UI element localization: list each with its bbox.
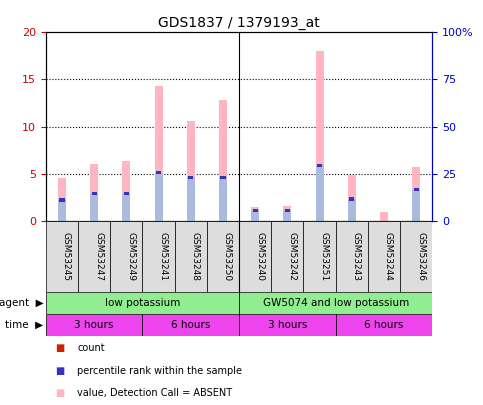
Bar bbox=[349, 197, 355, 201]
Bar bbox=[412, 167, 420, 221]
Text: GSM53247: GSM53247 bbox=[94, 232, 103, 281]
Text: GSM53244: GSM53244 bbox=[384, 232, 393, 281]
Text: GSM53248: GSM53248 bbox=[191, 232, 200, 281]
Text: GSM53245: GSM53245 bbox=[62, 232, 71, 281]
Text: GW5074 and low potassium: GW5074 and low potassium bbox=[263, 298, 409, 308]
Bar bbox=[46, 292, 239, 314]
Bar bbox=[284, 210, 291, 221]
Bar bbox=[219, 177, 227, 221]
Bar bbox=[46, 221, 78, 292]
Text: 6 hours: 6 hours bbox=[171, 320, 211, 330]
Bar bbox=[368, 221, 400, 292]
Bar bbox=[239, 221, 271, 292]
Bar bbox=[239, 292, 432, 314]
Text: count: count bbox=[77, 343, 105, 353]
Bar bbox=[336, 221, 368, 292]
Bar bbox=[285, 209, 290, 212]
Bar bbox=[142, 314, 239, 336]
Text: percentile rank within the sample: percentile rank within the sample bbox=[77, 366, 242, 375]
Bar bbox=[92, 192, 97, 195]
Bar bbox=[58, 200, 66, 221]
Bar bbox=[155, 86, 163, 221]
Text: 6 hours: 6 hours bbox=[364, 320, 404, 330]
Text: low potassium: low potassium bbox=[105, 298, 180, 308]
Bar bbox=[219, 100, 227, 221]
Bar bbox=[315, 165, 324, 221]
Text: time  ▶: time ▶ bbox=[5, 320, 43, 330]
Bar bbox=[188, 176, 193, 179]
Bar bbox=[175, 221, 207, 292]
Bar bbox=[336, 314, 432, 336]
Bar bbox=[412, 190, 420, 221]
Bar bbox=[315, 51, 324, 221]
Bar bbox=[110, 221, 142, 292]
Text: GSM53249: GSM53249 bbox=[127, 232, 135, 281]
Bar bbox=[207, 221, 239, 292]
Text: value, Detection Call = ABSENT: value, Detection Call = ABSENT bbox=[77, 388, 232, 398]
Bar bbox=[251, 210, 259, 221]
Bar bbox=[90, 194, 98, 221]
Bar bbox=[220, 176, 226, 179]
Bar bbox=[78, 221, 110, 292]
Title: GDS1837 / 1379193_at: GDS1837 / 1379193_at bbox=[158, 16, 320, 30]
Bar bbox=[156, 171, 161, 174]
Text: GSM53243: GSM53243 bbox=[352, 232, 361, 281]
Text: ■: ■ bbox=[56, 388, 65, 398]
Text: GSM53246: GSM53246 bbox=[416, 232, 425, 281]
Bar bbox=[90, 164, 98, 221]
Bar bbox=[46, 314, 142, 336]
Text: GSM53241: GSM53241 bbox=[158, 232, 168, 281]
Text: agent  ▶: agent ▶ bbox=[0, 298, 43, 308]
Bar bbox=[271, 221, 303, 292]
Bar bbox=[317, 164, 322, 167]
Text: 3 hours: 3 hours bbox=[74, 320, 114, 330]
Text: ■: ■ bbox=[56, 366, 65, 375]
Text: ■: ■ bbox=[56, 343, 65, 353]
Bar bbox=[59, 198, 65, 202]
Bar bbox=[187, 177, 195, 221]
Bar bbox=[303, 221, 336, 292]
Bar bbox=[124, 192, 129, 195]
Bar bbox=[348, 175, 356, 221]
Text: GSM53240: GSM53240 bbox=[255, 232, 264, 281]
Bar bbox=[122, 194, 130, 221]
Bar bbox=[284, 206, 291, 221]
Bar bbox=[58, 178, 66, 221]
Text: GSM53242: GSM53242 bbox=[287, 232, 297, 281]
Bar bbox=[239, 314, 336, 336]
Bar bbox=[155, 173, 163, 221]
Text: GSM53250: GSM53250 bbox=[223, 232, 232, 281]
Bar bbox=[251, 207, 259, 221]
Bar bbox=[142, 221, 175, 292]
Text: 3 hours: 3 hours bbox=[268, 320, 307, 330]
Bar bbox=[122, 162, 130, 221]
Bar bbox=[413, 188, 419, 191]
Bar bbox=[400, 221, 432, 292]
Text: GSM53251: GSM53251 bbox=[320, 232, 328, 281]
Bar bbox=[187, 121, 195, 221]
Bar bbox=[253, 209, 258, 212]
Bar bbox=[380, 212, 388, 221]
Bar bbox=[348, 199, 356, 221]
